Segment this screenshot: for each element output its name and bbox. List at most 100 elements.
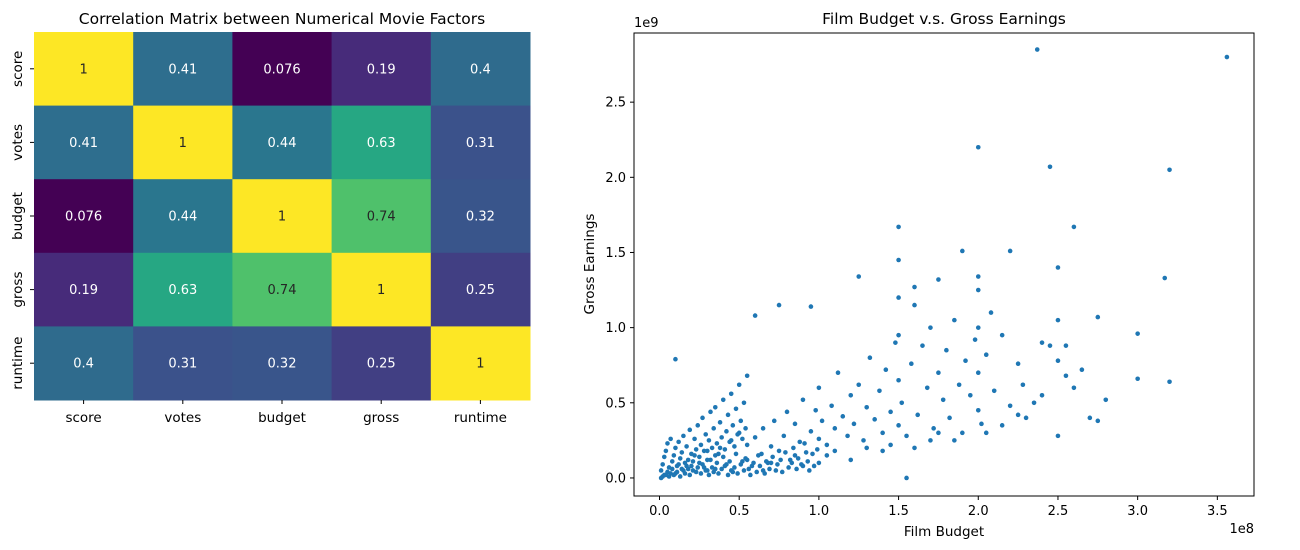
heatmap-cell-label: 1 — [79, 62, 87, 77]
scatter-point — [690, 459, 696, 464]
scatter-point — [751, 460, 756, 466]
scatter-point — [743, 426, 748, 431]
y-tick-label: 1.5 — [605, 246, 626, 261]
heatmap-cell-label: 0.4 — [73, 357, 94, 372]
scatter-point — [988, 310, 994, 315]
scatter-point — [666, 465, 672, 470]
scatter-point — [797, 439, 803, 445]
scatter-point — [880, 448, 885, 454]
heatmap-cell-score-budget — [232, 32, 333, 107]
scatter-point — [888, 409, 893, 415]
scatter-point — [975, 287, 981, 293]
scatter-point — [714, 460, 720, 466]
scatter-point — [972, 337, 978, 342]
scatter-point — [1135, 331, 1140, 336]
scatter-point — [915, 412, 920, 418]
scatter-point — [730, 423, 736, 428]
scatter-point — [671, 453, 677, 458]
scatter-point — [896, 295, 901, 300]
scatter-point — [1023, 415, 1029, 421]
scatter-point — [805, 459, 811, 464]
scatter-point — [848, 457, 854, 463]
scatter-point — [778, 457, 783, 463]
scatter-point — [681, 433, 686, 439]
scatter-point — [1167, 167, 1172, 173]
scatter-plot-frame — [633, 32, 1255, 497]
scatter-point — [802, 441, 807, 446]
scatter-point — [725, 472, 731, 478]
heatmap-cell-budget-score — [34, 179, 134, 254]
scatter-point — [808, 304, 814, 309]
heatmap-cell-label: 0.19 — [367, 62, 396, 77]
scatter-point — [717, 445, 723, 451]
scatter-point — [1034, 47, 1040, 52]
scatter-point — [768, 444, 774, 449]
scatter-point — [757, 463, 763, 469]
scatter-point — [832, 448, 838, 454]
scatter-point — [864, 445, 869, 451]
scatter-point — [912, 284, 917, 290]
scatter-point — [682, 460, 688, 466]
scatter-point — [684, 444, 689, 449]
scatter-point — [744, 373, 750, 379]
scatter-point — [1055, 265, 1061, 270]
scatter-point — [1047, 164, 1053, 170]
scatter-point — [1015, 361, 1021, 367]
heatmap-cell-label: 0.076 — [65, 210, 102, 225]
scatter-point — [738, 418, 744, 424]
correlation-heatmap: Correlation Matrix between Numerical Mov… — [10, 10, 531, 426]
scatter-point — [673, 356, 678, 362]
scatter-point — [770, 454, 775, 460]
heatmap-cell-label: 1 — [179, 136, 187, 151]
scatter-point — [816, 385, 822, 391]
scatter-point — [706, 438, 712, 443]
scatter-point — [912, 302, 917, 308]
scatter-point — [692, 436, 697, 442]
scatter-point — [783, 450, 788, 455]
scatter-point — [724, 429, 729, 434]
scatter-point — [733, 451, 739, 457]
scatter-point — [999, 423, 1005, 428]
scatter-point — [744, 442, 750, 448]
scatter-point — [773, 468, 779, 473]
scatter-point — [754, 469, 760, 475]
heatmap-cell-label: 0.25 — [367, 357, 396, 372]
scatter-point — [848, 392, 854, 398]
scatter-point — [936, 370, 941, 376]
scatter-point — [730, 469, 736, 475]
heatmap-cell-gross-votes — [133, 252, 233, 327]
scatter-point — [708, 409, 713, 415]
scatter-point — [845, 433, 850, 439]
scatter-point — [711, 469, 716, 475]
scatter-point — [658, 475, 664, 481]
scatter-point — [776, 448, 782, 454]
scatter-point — [872, 417, 877, 422]
heatmap-cell-label: 0.31 — [466, 136, 495, 151]
scatter-point — [931, 426, 936, 431]
scatter-point — [1071, 224, 1077, 230]
x-offset-label: 1e8 — [1229, 522, 1254, 537]
heatmap-x-tick-labels: score votes budget gross runtime — [65, 400, 507, 426]
scatter-point — [792, 453, 798, 458]
scatter-point — [808, 429, 814, 434]
scatter-point — [700, 415, 705, 421]
scatter-point — [671, 472, 677, 478]
scatter-point — [791, 445, 796, 451]
heatmap-cell-budget-gross — [331, 179, 432, 254]
scatter-point — [920, 343, 925, 348]
scatter-point — [1095, 418, 1101, 424]
scatter-point — [687, 427, 693, 433]
scatter-point — [746, 466, 752, 472]
scatter-point — [693, 469, 699, 475]
heatmap-y-tick-label: budget — [10, 192, 26, 240]
scatter-point — [877, 388, 882, 394]
scatter-point — [732, 444, 737, 449]
scatter-point — [813, 408, 818, 413]
heatmap-x-tick-label: runtime — [454, 410, 507, 426]
scatter-point — [1063, 343, 1069, 348]
scatter-point — [824, 453, 830, 458]
scatter-point — [752, 313, 758, 318]
scatter-point — [668, 436, 673, 442]
scatter-point — [679, 466, 685, 472]
